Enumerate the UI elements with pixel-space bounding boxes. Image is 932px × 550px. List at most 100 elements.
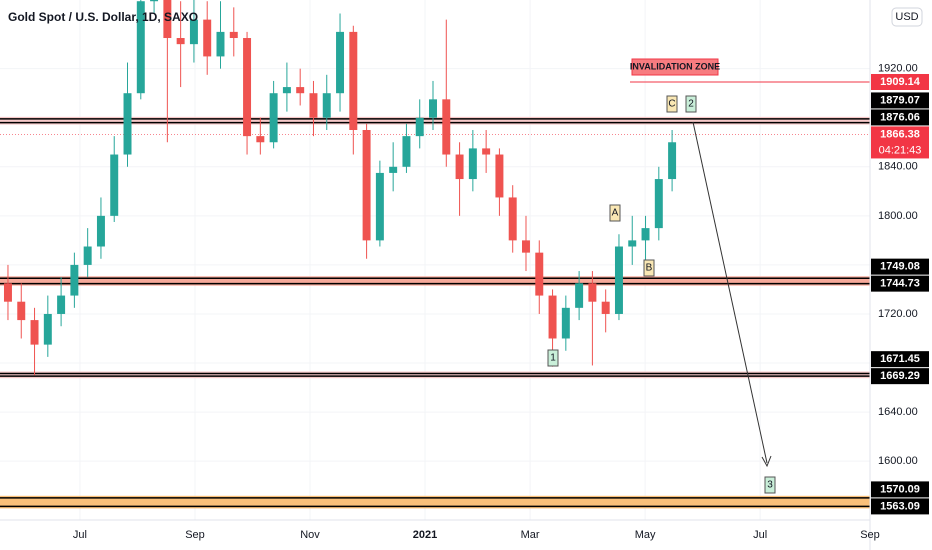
candle-body (535, 252, 544, 296)
wave-label-box (666, 95, 678, 113)
price-label-box (871, 126, 929, 159)
candle-body (43, 313, 52, 345)
y-tick-label: 1920.00 (878, 63, 918, 75)
price-label: 1866.38 (880, 128, 920, 140)
invalidation-label: INVALIDATION ZONE (630, 61, 720, 71)
candle-body (601, 301, 610, 314)
wave-label-box (764, 476, 776, 494)
candle-body (296, 87, 305, 94)
candle-body (189, 19, 198, 45)
candle-body (57, 295, 66, 314)
candle-body (229, 31, 238, 39)
candle-body (429, 99, 437, 118)
wave-label: C (668, 99, 675, 110)
price-label-box (871, 351, 929, 368)
candle-body (455, 154, 464, 180)
candle-body (282, 87, 291, 94)
price-label-box (871, 275, 929, 292)
candle-body (163, 0, 172, 39)
y-tick-label: 1800.00 (878, 210, 918, 222)
candle-body (70, 264, 79, 296)
candle-body (522, 240, 530, 253)
price-labels: 1563.09 1570.09 1669.29 1671.45 1744.73 1749.… (871, 73, 929, 515)
candle-body (110, 154, 119, 216)
x-tick-label: Jul (753, 529, 767, 541)
price-label: 1570.09 (880, 483, 920, 495)
y-tick-label: 1720.00 (878, 308, 918, 320)
price-label: 1909.14 (880, 76, 921, 88)
price-label-box (871, 368, 929, 385)
candle-body (389, 166, 398, 173)
wave-label: 3 (767, 480, 773, 491)
candle-body (150, 0, 159, 2)
y-tick-label: 1840.00 (878, 161, 918, 173)
candle-body (641, 228, 650, 241)
candle-body (136, 1, 145, 94)
candle-body (309, 93, 318, 118)
candle-body (83, 246, 92, 265)
wave-label-box (643, 259, 655, 277)
candle-body (508, 197, 517, 241)
candle-body (322, 93, 331, 118)
candle-body (123, 93, 132, 155)
candle-body (256, 136, 265, 143)
candle-body (96, 215, 105, 247)
candle-body (614, 246, 623, 314)
arrow-head (761, 455, 772, 468)
price-label-box (871, 498, 929, 515)
wave-label: B (646, 263, 653, 274)
x-tick-label: May (635, 529, 656, 541)
zone (0, 371, 870, 379)
candle-body (336, 31, 345, 94)
zone (0, 495, 870, 509)
zone (0, 276, 870, 286)
candle-body (495, 154, 504, 198)
zone (0, 116, 870, 125)
candle-body (216, 31, 225, 57)
currency-button[interactable] (891, 7, 923, 27)
candle-body (468, 148, 477, 180)
x-tick-label: 2021 (413, 529, 437, 541)
candle-body (203, 19, 212, 57)
candle-body (375, 172, 384, 241)
chart-title: Gold Spot / U.S. Dollar, 1D, SAXO (8, 10, 198, 24)
wave-label: 1 (550, 353, 556, 364)
price-label-box (871, 481, 929, 498)
wave-label-box (685, 95, 697, 113)
candle-body (243, 38, 252, 137)
price-label: 1744.73 (880, 278, 920, 290)
x-tick-label: Mar (521, 529, 540, 541)
price-label: 1669.29 (880, 370, 920, 382)
countdown: 04:21:43 (879, 144, 922, 156)
candle-body (442, 99, 451, 155)
candle-body (17, 301, 26, 321)
candle-body (575, 283, 584, 308)
candle-body (349, 31, 358, 130)
candle-body (415, 117, 424, 137)
price-label: 1876.06 (880, 111, 920, 123)
price-label: 1749.08 (880, 261, 920, 273)
candle-body (628, 240, 637, 247)
y-tick-label: 1600.00 (878, 455, 918, 467)
price-label: 1879.07 (880, 94, 920, 106)
candle-body (269, 93, 278, 143)
price-label-box (871, 258, 929, 275)
price-label: 1671.45 (880, 353, 920, 365)
price-label: 1563.09 (880, 500, 920, 512)
candle-body (548, 295, 557, 339)
candle-body (654, 179, 663, 229)
projection-arrow (692, 121, 768, 464)
wave-label: A (612, 208, 619, 219)
x-tick-label: Jul (73, 529, 87, 541)
price-label-box (871, 109, 929, 126)
x-tick-label: Sep (185, 529, 205, 541)
currency-label[interactable]: USD (895, 11, 918, 23)
candle-body (176, 38, 185, 45)
candle-body (402, 136, 411, 167)
plot-area (0, 0, 870, 520)
invalidation-box (631, 58, 719, 76)
candle-body (362, 130, 371, 241)
wave-label-box (609, 204, 621, 222)
y-tick-label: 1640.00 (878, 406, 918, 418)
